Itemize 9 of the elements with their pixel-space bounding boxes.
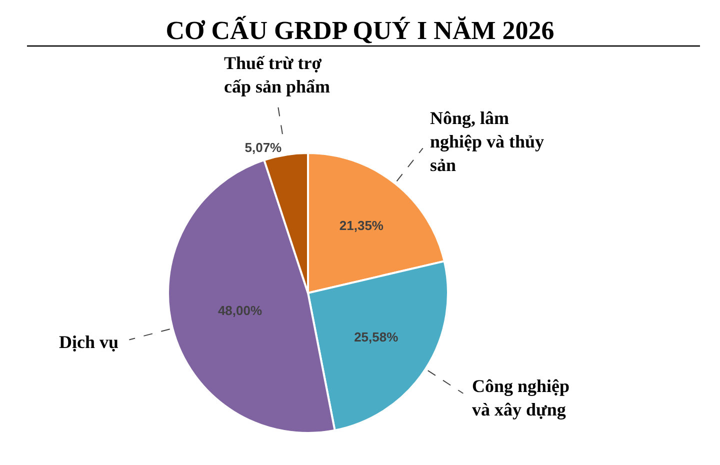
chart-title: CƠ CẤU GRDP QUÝ I NĂM 2026 <box>166 15 554 46</box>
slice-label: Nông, lâm nghiệp và thủy sản <box>430 108 544 175</box>
slice-label: Dịch vụ <box>59 332 119 352</box>
slice-label: Thuế trừ trợ cấp sản phẩm <box>224 53 330 96</box>
data-label: 48,00% <box>218 303 262 318</box>
data-label: 5,07% <box>244 140 282 155</box>
slice-label: Công nghiệp và xây dựng <box>472 376 570 420</box>
data-label: 25,58% <box>354 330 399 345</box>
data-label: 21,35% <box>339 218 384 233</box>
